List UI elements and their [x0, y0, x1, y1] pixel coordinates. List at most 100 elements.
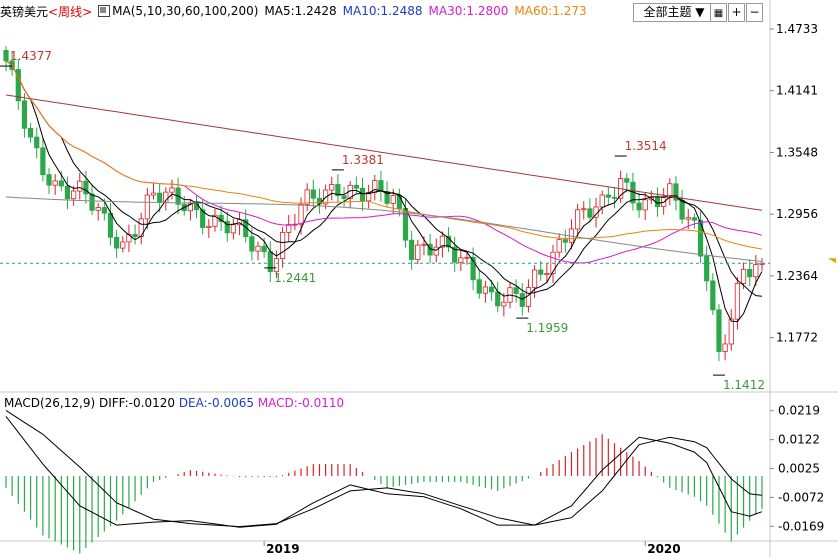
annotation-label: 1.2441	[274, 271, 316, 285]
candle-body	[101, 207, 107, 214]
candle	[126, 224, 132, 253]
candle-body	[52, 180, 58, 186]
candle-body	[206, 225, 212, 228]
candle-body	[433, 246, 439, 256]
macd-legend: MACD(26,12,9) DIFF:-0.0120 DEA:-0.0065 M…	[4, 396, 344, 410]
annotation-label: 1.1959	[526, 321, 568, 335]
candle	[575, 203, 581, 238]
candle-body	[482, 286, 489, 294]
candle-body	[120, 241, 126, 249]
zoom-out-button[interactable]: −	[746, 3, 763, 22]
candle	[255, 241, 261, 261]
macd-title: MACD(26,12,9)	[4, 396, 96, 410]
diff-line	[5, 416, 763, 528]
candle	[58, 170, 64, 192]
pair-title: 英镑美元	[0, 4, 49, 19]
candle	[273, 250, 280, 278]
candle	[513, 279, 519, 303]
candle-body	[3, 50, 9, 62]
price-tick-label: 1.3548	[776, 145, 818, 159]
settings-grid-button[interactable]: ▦	[710, 3, 727, 22]
candle	[71, 185, 77, 206]
candle-body	[697, 219, 704, 257]
candle	[476, 269, 482, 299]
candle	[618, 170, 624, 203]
candle-body	[366, 192, 372, 202]
current-price-marker	[828, 258, 836, 264]
ma10-line	[5, 60, 763, 297]
dea-line	[5, 409, 763, 528]
candle-body	[329, 184, 335, 191]
candle-body	[200, 209, 206, 228]
theme-select[interactable]: 全部主题 ▼	[633, 3, 715, 22]
candle-body	[470, 256, 476, 281]
candle-body	[107, 212, 114, 238]
candles	[3, 46, 765, 362]
candle-body	[144, 194, 150, 220]
candle-body	[255, 245, 261, 252]
macd-tick-label: -0.0072	[778, 490, 824, 504]
dea-value: DEA:-0.0065	[178, 396, 254, 410]
candle-body	[642, 199, 648, 211]
candle-body	[587, 208, 593, 218]
price-tick-label: 1.2956	[776, 207, 818, 221]
candle-body	[513, 287, 519, 294]
candle	[243, 209, 249, 243]
period-label[interactable]: <周线>	[48, 4, 93, 19]
chart-header: 英镑美元 <周线> MA(5,10,30,60,100,200) MA5:1.2…	[0, 0, 770, 22]
candle	[34, 127, 40, 159]
candle-body	[286, 224, 292, 233]
candle	[464, 251, 470, 265]
time-tick-label: 2020	[647, 542, 680, 556]
candle	[157, 183, 163, 213]
candle-body	[415, 244, 421, 261]
candle	[409, 230, 415, 270]
candle	[347, 181, 353, 209]
candle	[691, 213, 697, 229]
candle	[89, 185, 95, 216]
macd-panel	[5, 409, 763, 554]
candle	[747, 259, 753, 287]
candle	[335, 174, 341, 203]
candle	[64, 176, 71, 210]
zoom-in-button[interactable]: +	[728, 3, 745, 22]
candle-body	[624, 178, 630, 183]
candle	[132, 224, 138, 245]
chevron-down-icon: ▼	[691, 5, 705, 19]
candle	[716, 304, 722, 362]
candle-body	[747, 268, 753, 278]
candle	[562, 229, 568, 253]
candle	[83, 170, 89, 204]
candle-body	[77, 180, 83, 192]
candle	[458, 250, 464, 271]
candle-body	[488, 286, 495, 293]
candle-body	[95, 207, 101, 211]
candle	[138, 212, 144, 245]
candle-body	[722, 343, 728, 352]
ma200-line	[5, 94, 763, 211]
candle-body	[464, 256, 470, 259]
macd-tick-label: 0.0122	[778, 433, 820, 447]
candle-body	[704, 255, 710, 282]
candle	[187, 199, 193, 221]
candle	[673, 175, 679, 211]
ma-settings-icon[interactable]	[98, 5, 111, 17]
candle-body	[390, 195, 396, 204]
candle-body	[544, 273, 550, 275]
candle	[114, 229, 120, 259]
time-tick-label: 2019	[266, 542, 299, 556]
candle-body	[556, 239, 562, 253]
candle	[556, 233, 562, 258]
candle	[759, 258, 765, 271]
candle	[3, 46, 9, 72]
candle-body	[525, 287, 532, 307]
candle	[679, 189, 685, 224]
macd-value: MACD:-0.0110	[257, 396, 345, 410]
macd-tick-label: -0.0169	[778, 519, 824, 533]
candle-body	[310, 189, 316, 199]
candle-body	[452, 246, 458, 263]
price-tick-label: 1.1772	[776, 331, 818, 345]
candle-body	[132, 233, 138, 238]
